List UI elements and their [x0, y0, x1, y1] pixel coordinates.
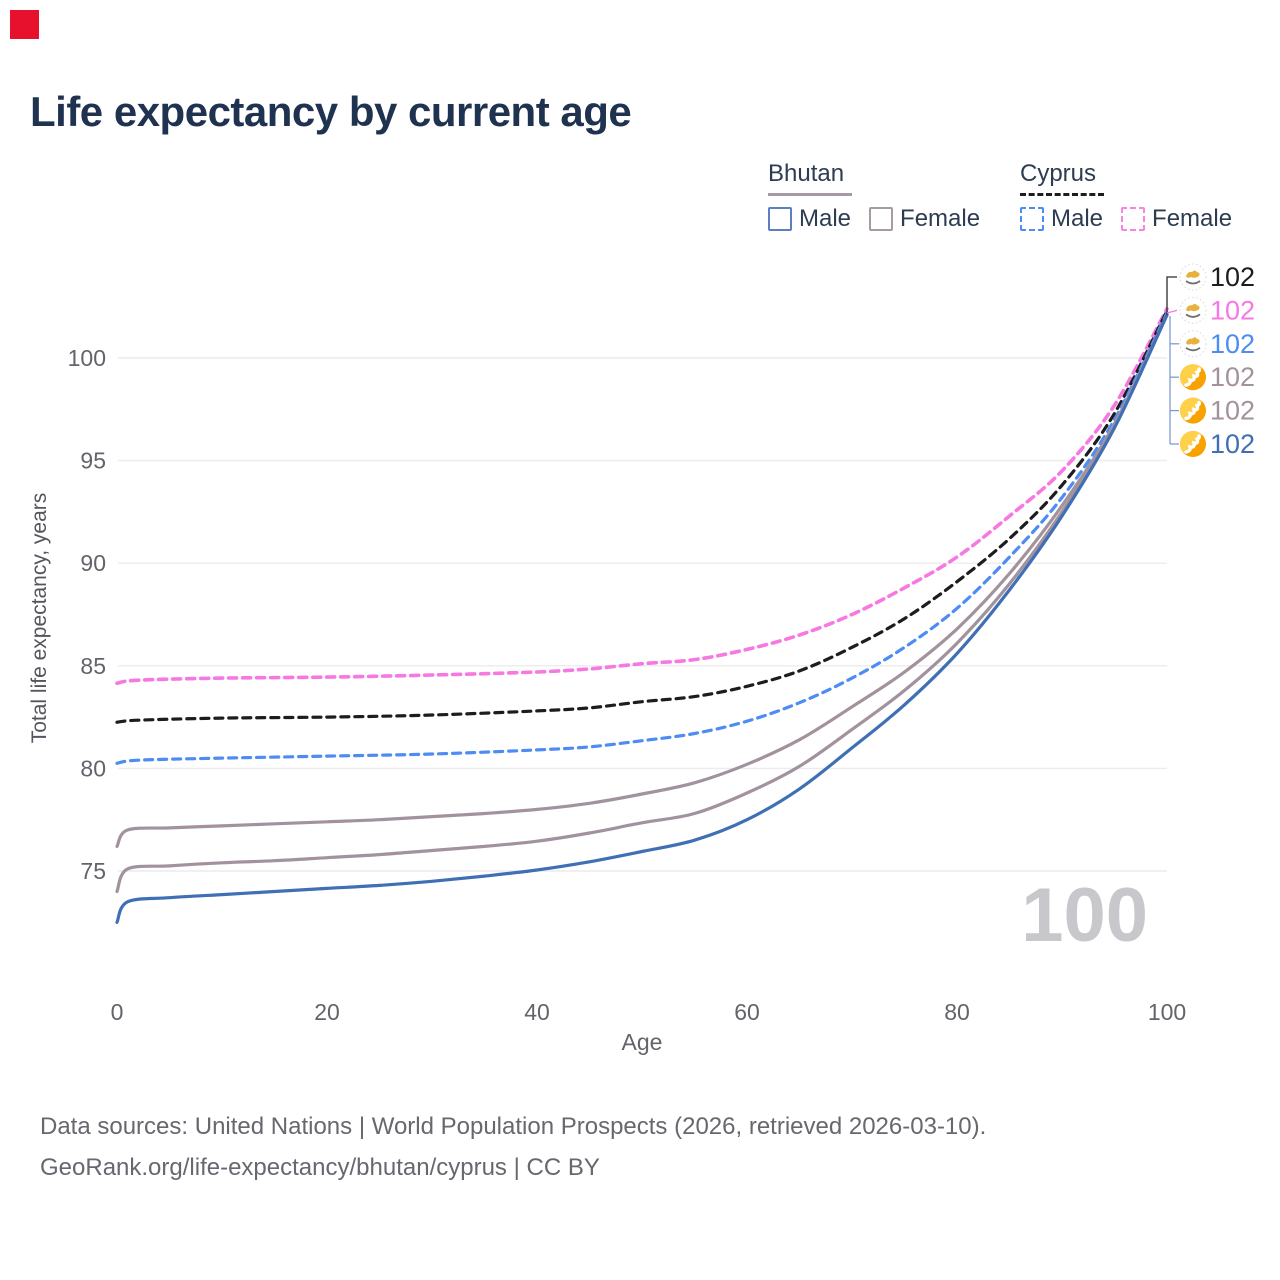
series-line-bhutan-male — [115, 313, 1169, 924]
legend-group-bhutan: Bhutan Male Female — [768, 160, 980, 233]
x-axis-label: Age — [622, 1029, 663, 1055]
source-attribution: Data sources: United Nations | World Pop… — [40, 1106, 986, 1188]
bhutan-flag-icon — [1179, 397, 1206, 424]
end-label-2: 102 — [1210, 329, 1255, 359]
bhutan-male-checkbox[interactable] — [768, 207, 792, 231]
current-age-watermark: 100 — [1021, 873, 1148, 958]
series-line-cyprus-male — [115, 311, 1169, 765]
bhutan-flag-icon — [1179, 364, 1206, 391]
bhutan-flag-icon — [1179, 430, 1206, 457]
x-tick-60: 60 — [734, 999, 760, 1025]
legend-group-cyprus: Cyprus Male Female — [1020, 160, 1232, 233]
x-tick-80: 80 — [944, 999, 970, 1025]
data-sources-line: Data sources: United Nations | World Pop… — [40, 1113, 987, 1140]
legend-country-bhutan-label: Bhutan — [768, 160, 845, 187]
cyprus-flag-icon — [1179, 263, 1207, 291]
cyprus-male-label[interactable]: Male — [1051, 205, 1104, 232]
legend-country-cyprus: Cyprus — [1020, 160, 1104, 196]
y-axis-label: Total life expectancy, years — [28, 493, 51, 744]
legend-item-cyprus-male[interactable]: Male — [1020, 205, 1103, 233]
x-tick-20: 20 — [314, 999, 340, 1025]
leader-top-bracket — [1166, 276, 1177, 315]
end-label-1: 102 — [1210, 295, 1255, 325]
y-tick-95: 95 — [80, 448, 106, 474]
y-tick-100: 100 — [68, 345, 106, 371]
cyprus-flag-icon — [1179, 296, 1207, 324]
legend-item-bhutan-male[interactable]: Male — [768, 205, 851, 233]
end-label-4: 102 — [1210, 396, 1255, 426]
legend-item-bhutan-female[interactable]: Female — [869, 205, 980, 233]
cyprus-male-checkbox[interactable] — [1020, 207, 1044, 231]
y-tick-90: 90 — [80, 550, 106, 576]
legend-item-cyprus-female[interactable]: Female — [1121, 205, 1232, 233]
series-line-bhutan-female — [115, 313, 1169, 848]
end-label-3: 102 — [1210, 362, 1255, 392]
series-line-cyprus-female — [115, 307, 1169, 686]
y-tick-85: 85 — [80, 653, 106, 679]
red-corner-marker — [10, 10, 39, 39]
series-line-bhutan-both — [115, 313, 1169, 894]
end-label-5: 102 — [1210, 429, 1255, 459]
georank-link-line: GeoRank.org/life-expectancy/bhutan/cypru… — [40, 1154, 600, 1181]
cyprus-female-checkbox[interactable] — [1121, 207, 1146, 231]
series-line-cyprus-both — [115, 309, 1169, 724]
leader-pink-tick — [1166, 309, 1178, 314]
cyprus-female-label[interactable]: Female — [1152, 205, 1233, 232]
bhutan-female-label[interactable]: Female — [900, 205, 981, 232]
legend-country-cyprus-label: Cyprus — [1020, 160, 1097, 187]
end-label-0: 102 — [1210, 262, 1255, 292]
page-title: Life expectancy by current age — [30, 88, 632, 135]
x-tick-0: 0 — [111, 999, 124, 1025]
x-tick-100: 100 — [1148, 999, 1186, 1025]
bhutan-male-label[interactable]: Male — [799, 205, 852, 232]
cyprus-flag-icon — [1179, 330, 1207, 358]
bhutan-female-checkbox[interactable] — [869, 207, 894, 231]
x-tick-40: 40 — [524, 999, 550, 1025]
legend-country-bhutan: Bhutan — [768, 160, 852, 196]
y-tick-80: 80 — [80, 755, 106, 781]
y-tick-75: 75 — [80, 858, 106, 884]
